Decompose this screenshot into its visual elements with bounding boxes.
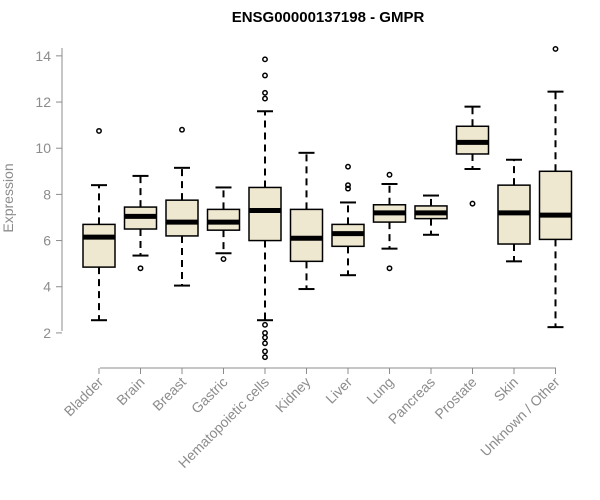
x-tick-label: Bladder xyxy=(61,374,107,420)
x-tick-label: Liver xyxy=(322,374,355,407)
outlier-point xyxy=(262,340,268,347)
box-unknown-other xyxy=(538,45,573,329)
y-tick-label: 2 xyxy=(43,325,51,341)
box-iqr xyxy=(289,208,324,263)
y-ticks: 2 4 6 8 10 12 14 xyxy=(35,48,62,341)
outlier-point xyxy=(262,334,268,341)
outlier-point xyxy=(386,265,393,272)
x-tick-label: Kidney xyxy=(272,374,314,416)
outlier-point xyxy=(469,200,476,207)
box-iqr xyxy=(165,199,199,237)
x-tick-label: Unknown / Other xyxy=(477,374,563,460)
box-hematopoietic-cells xyxy=(248,56,282,361)
box-gastric xyxy=(206,186,241,262)
outlier-point xyxy=(137,265,144,272)
box-lung xyxy=(372,171,407,272)
box-prostate xyxy=(455,105,490,207)
outlier-point xyxy=(96,127,102,134)
x-tick-label: Skin xyxy=(491,374,522,405)
box-bladder xyxy=(82,127,116,322)
y-tick-label: 4 xyxy=(43,279,51,295)
outlier-point xyxy=(552,45,559,52)
box-iqr xyxy=(82,223,116,268)
box-iqr xyxy=(538,170,573,241)
box-kidney xyxy=(289,151,324,291)
outlier-point xyxy=(345,182,351,189)
y-tick-label: 12 xyxy=(35,94,51,110)
y-tick-label: 14 xyxy=(35,48,51,64)
outlier-point xyxy=(386,171,393,178)
outlier-point xyxy=(262,95,268,102)
x-tick-label: Prostate xyxy=(431,374,479,422)
outlier-point xyxy=(345,185,351,192)
chart-title: ENSG00000137198 - GMPR xyxy=(232,9,425,26)
boxes xyxy=(82,45,573,361)
outlier-point xyxy=(262,72,268,79)
y-tick-label: 6 xyxy=(43,233,51,249)
x-tick-label: Breast xyxy=(149,374,189,414)
x-tick-label: Lung xyxy=(363,374,396,407)
outlier-point xyxy=(220,256,227,262)
x-tick-label: Brain xyxy=(113,374,147,408)
box-breast xyxy=(165,126,199,287)
box-liver xyxy=(331,163,365,277)
box-skin xyxy=(497,158,531,263)
outlier-point xyxy=(179,126,185,133)
outlier-point xyxy=(262,56,268,63)
y-axis-label: Expression xyxy=(0,163,16,232)
outlier-point xyxy=(262,329,268,336)
y-tick-label: 10 xyxy=(35,140,51,156)
box-iqr xyxy=(248,186,282,242)
box-pancreas xyxy=(414,194,448,236)
outlier-point xyxy=(262,354,268,361)
outlier-point xyxy=(262,89,268,96)
outlier-point xyxy=(345,163,351,170)
outlier-point xyxy=(262,348,268,355)
box-brain xyxy=(123,174,158,272)
outlier-point xyxy=(262,321,268,328)
y-tick-label: 8 xyxy=(43,186,51,202)
